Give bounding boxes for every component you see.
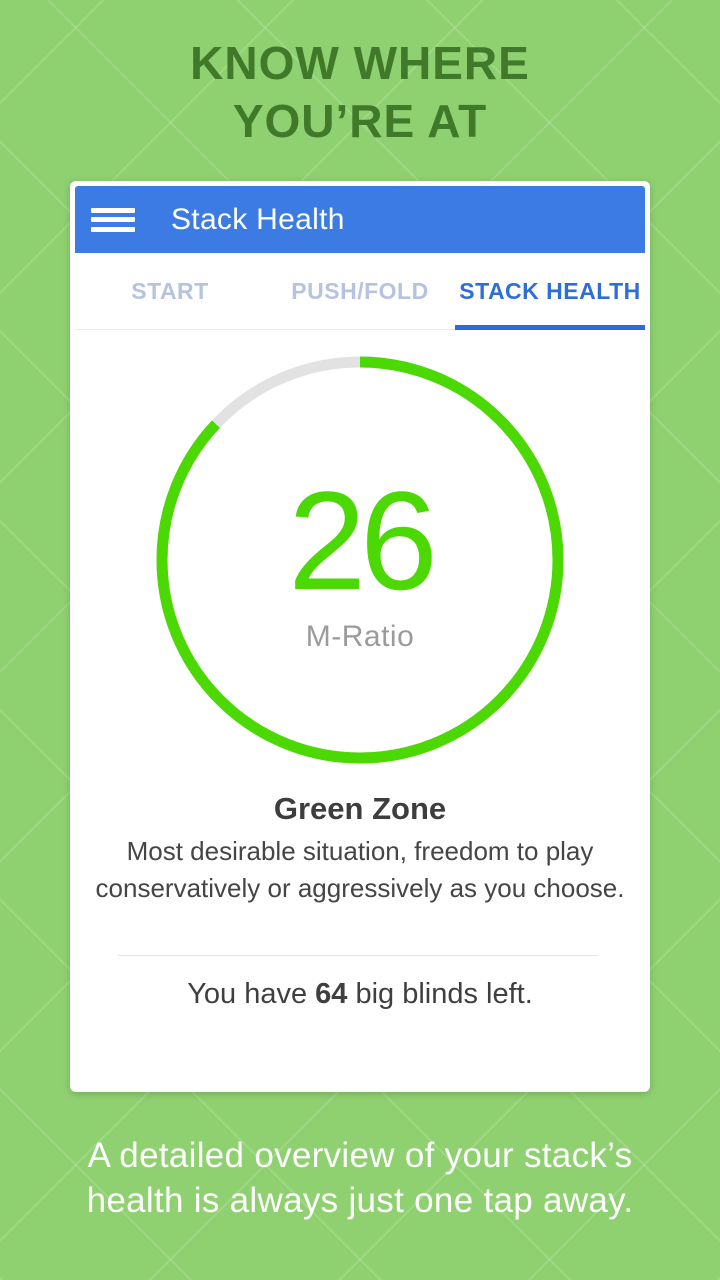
promo-caption: A detailed overview of your stack’s heal… (0, 1133, 720, 1223)
big-blinds-value: 64 (315, 978, 348, 1010)
m-ratio-label: M-Ratio (305, 620, 415, 653)
menu-icon-bar (91, 217, 135, 222)
app-bar: Stack Health (75, 186, 645, 253)
gauge-arc (156, 356, 564, 764)
tab-push-fold[interactable]: PUSH/FOLD (291, 277, 429, 304)
menu-icon-bar (91, 226, 135, 232)
tab-start[interactable]: START (131, 277, 209, 304)
tab-bar: START PUSH/FOLD STACK HEALTH (75, 253, 645, 330)
big-blinds-text: You have 64 big blinds left. (70, 976, 650, 1012)
m-ratio-value: 26 (288, 462, 438, 619)
promo-caption-line2: health is always just one tap away. (86, 1181, 634, 1220)
menu-icon[interactable] (91, 207, 135, 232)
promo-title-line1: KNOW WHERE (190, 37, 530, 89)
app-bar-title: Stack Health (171, 202, 345, 236)
menu-icon-bar (91, 207, 135, 213)
promo-title-line2: YOU’RE AT (232, 95, 488, 147)
zone-description: Most desirable situation, freedom to pla… (95, 836, 625, 903)
promo-caption-line1: A detailed overview of your stack’s (87, 1136, 633, 1175)
app-screenshot-card: Stack Health START PUSH/FOLD STACK HEALT… (70, 181, 650, 1092)
zone-heading: Green Zone (273, 791, 447, 826)
divider (118, 955, 598, 956)
promo-title: KNOW WHERE YOU’RE AT (0, 34, 720, 150)
big-blinds-prefix: You have (187, 978, 316, 1010)
tab-stack-health[interactable]: STACK HEALTH (455, 253, 645, 330)
big-blinds-suffix: big blinds left. (347, 978, 533, 1010)
m-ratio-gauge (156, 356, 564, 764)
